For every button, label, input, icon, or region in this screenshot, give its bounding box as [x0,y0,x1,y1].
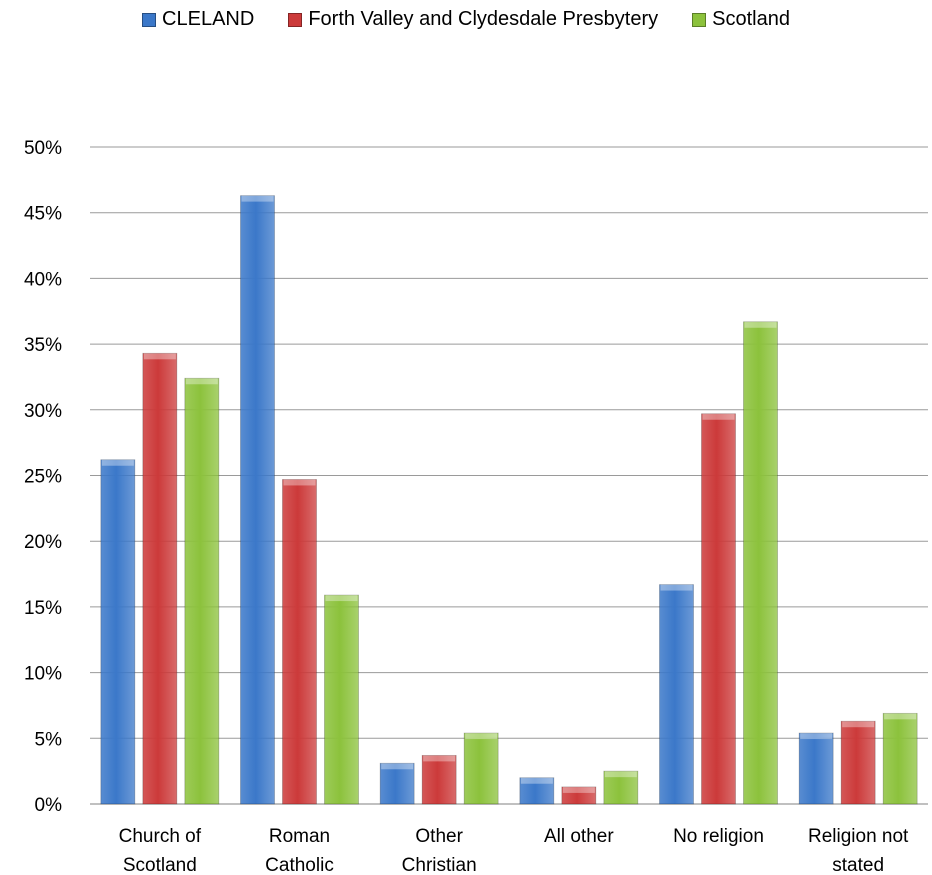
legend-item-scotland: Scotland [692,8,790,31]
bar-cap [143,353,176,360]
legend-item-cleland: CLELAND [142,8,254,31]
bar-cleland-3 [519,777,555,805]
y-tick-label: 45% [24,204,62,225]
y-axis: 0% 5% 10% 15% 20% 25% 30% 35% 40% 45% 50% [24,138,62,816]
y-tick-label: 10% [24,664,62,685]
bar-cap [800,733,833,740]
bar-cap [744,321,777,328]
bar-cleland-1 [240,195,275,805]
bar-cap [660,584,693,591]
legend-swatch-presbytery [288,12,303,27]
y-tick-label: 20% [24,532,62,553]
bar-cap [465,733,498,740]
bar-scotland-2 [463,732,499,805]
bar-cap [325,595,358,602]
x-tick-label: Church of Scotland [119,826,202,875]
y-tick-label: 25% [24,467,62,488]
x-tick-label: Religion not stated [808,826,909,875]
legend-label-scotland: Scotland [712,8,790,30]
bar-cap [884,713,917,720]
x-axis: Church of Scotland Roman Catholic Other Chris… [119,826,909,875]
y-tick-label: 5% [35,729,63,750]
bar-forth-0 [142,352,178,805]
bar-cap [381,763,414,770]
x-tick-label: Roman Catholic [265,826,334,875]
bar-cleland-5 [798,732,834,805]
bar-cleland-0 [100,459,136,805]
bar-forth-1 [282,479,317,805]
legend-swatch-scotland [692,12,707,27]
bar-cap [520,777,553,784]
bar-cap [185,378,218,385]
bar-cleland-4 [659,584,694,805]
bar-forth-5 [840,720,876,805]
y-tick-label: 35% [24,335,62,356]
bar-scotland-4 [743,321,778,805]
legend-item-presbytery: Forth Valley and Clydesdale Presbytery [288,8,658,31]
x-tick-label: Other Christian [402,826,477,875]
legend-swatch-cleland [142,12,157,27]
bar-scotland-1 [324,594,359,805]
bar-cap [283,479,316,486]
bar-cap [702,413,735,420]
bar-forth-2 [421,754,457,805]
y-tick-label: 40% [24,269,62,290]
bar-cap [101,459,134,466]
y-tick-label: 15% [24,598,62,619]
bars [100,195,918,805]
bar-cleland-2 [379,762,415,805]
bar-cap [562,786,595,793]
gridlines [90,146,928,805]
y-tick-label: 0% [35,795,63,816]
bar-cap [604,771,637,778]
legend-label-cleland: CLELAND [162,8,255,30]
bar-cap [423,755,456,762]
y-tick-label: 50% [24,138,62,159]
bar-forth-3 [561,786,597,805]
x-tick-label: No religion [673,826,764,847]
bar-scotland-3 [603,770,639,805]
bar-cap [842,721,875,728]
bar-scotland-0 [184,377,220,805]
x-tick-label: All other [544,826,614,847]
bar-scotland-5 [882,712,918,805]
legend-label-presbytery: Forth Valley and Clydesdale Presbytery [308,8,659,30]
y-tick-label: 30% [24,401,62,422]
bar-cap [241,195,274,202]
chart-legend: CLELAND Forth Valley and Clydesdale Pres… [0,8,932,31]
bar-forth-4 [701,413,736,805]
